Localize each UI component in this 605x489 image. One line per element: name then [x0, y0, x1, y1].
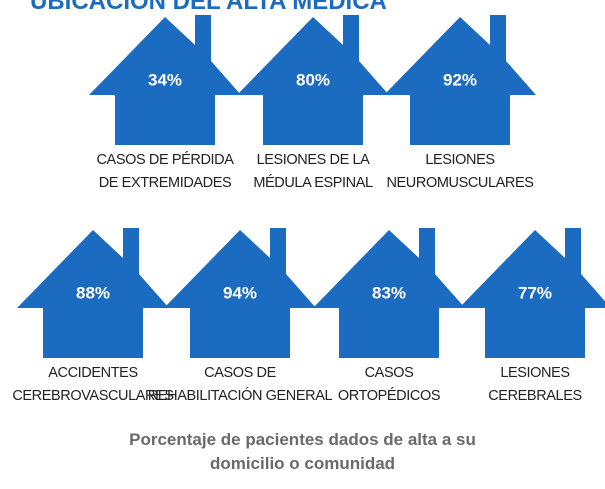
value-label: 80%	[296, 70, 330, 89]
house	[17, 228, 169, 358]
category-label: LESIONES CEREBRALES	[488, 365, 582, 404]
category-label: CASOS DE REHABILITACIÓN GENERAL	[147, 365, 333, 404]
house	[89, 15, 241, 145]
category-label: LESIONES DE LA MÉDULA ESPINAL	[253, 152, 373, 191]
category-label: ACCIDENTES CEREBROVASCULARES	[12, 365, 174, 404]
caption: Porcentaje de pacientes dados de alta a …	[129, 430, 476, 473]
value-label: 83%	[372, 283, 406, 302]
house	[164, 228, 316, 358]
house	[237, 15, 389, 145]
house	[384, 15, 536, 145]
value-label: 92%	[443, 70, 477, 89]
house	[313, 228, 465, 358]
category-label: LESIONES NEUROMUSCULARES	[386, 152, 534, 191]
category-label: CASOS DE PÉRDIDA DE EXTREMIDADES	[96, 152, 234, 191]
value-label: 88%	[76, 283, 110, 302]
category-label: CASOS ORTOPÉDICOS	[337, 365, 441, 404]
value-label: 77%	[518, 283, 552, 302]
value-label: 94%	[223, 283, 257, 302]
title: UBICACIÓN DEL ALTA MÉDICA	[30, 0, 387, 15]
house	[459, 228, 605, 358]
value-label: 34%	[148, 70, 182, 89]
